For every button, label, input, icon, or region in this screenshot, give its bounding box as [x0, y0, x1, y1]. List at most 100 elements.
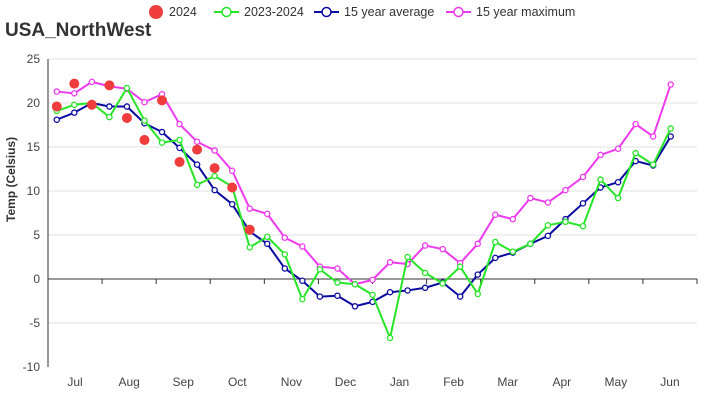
data-point-2023-2024 — [211, 172, 218, 180]
x-tick-label: Jan — [390, 375, 409, 389]
data-point-2023-2024 — [246, 244, 253, 251]
x-tick-label: Jul — [67, 375, 82, 389]
data-point-2023-2024 — [579, 222, 587, 230]
legend-item-15-year-maximum[interactable]: 15 year maximum — [446, 3, 575, 21]
data-point-15-year-maximum — [264, 210, 271, 218]
chart-title: USA_NorthWest — [5, 20, 152, 41]
legend-label-15-year-average: 15 year average — [344, 5, 435, 19]
series-15-year-average — [53, 99, 674, 310]
data-point-2024 — [121, 112, 132, 123]
data-point-2023-2024 — [334, 279, 341, 286]
data-point-15-year-maximum — [176, 120, 183, 128]
legend-item-2023-2024[interactable]: 2023-2024 — [214, 3, 304, 21]
data-point-2023-2024 — [562, 218, 569, 226]
series-2023-2024 — [53, 84, 674, 342]
x-tick-label: Feb — [443, 375, 464, 389]
data-point-15-year-average — [123, 103, 131, 110]
data-point-15-year-average — [404, 287, 411, 294]
data-point-15-year-maximum — [597, 151, 604, 159]
data-point-2023-2024 — [456, 263, 464, 270]
data-point-15-year-average — [614, 178, 622, 186]
data-point-15-year-average — [351, 303, 359, 310]
x-tick-label: Aug — [118, 375, 139, 389]
data-point-2024 — [174, 156, 185, 167]
x-tick-label: Oct — [228, 375, 247, 389]
data-point-15-year-average — [228, 200, 236, 208]
data-point-15-year-maximum — [211, 147, 218, 154]
data-point-2024 — [51, 101, 62, 112]
data-point-15-year-average — [456, 293, 464, 300]
data-point-15-year-average — [211, 186, 218, 194]
data-point-2023-2024 — [281, 251, 289, 258]
y-tick-label: 5 — [33, 228, 40, 242]
legend-marker-15-year-maximum — [446, 6, 471, 18]
data-point-2023-2024 — [614, 194, 622, 202]
x-tick-label: Mar — [497, 375, 518, 389]
data-point-15-year-maximum — [369, 276, 376, 284]
data-point-15-year-maximum — [88, 78, 96, 86]
data-point-15-year-maximum — [492, 211, 499, 219]
data-point-2024 — [139, 134, 150, 145]
data-point-15-year-average — [316, 293, 324, 300]
data-point-2023-2024 — [264, 233, 271, 241]
data-point-2023-2024 — [106, 113, 113, 121]
legend-label-15-year-maximum: 15 year maximum — [476, 5, 576, 19]
data-point-2023-2024 — [544, 222, 552, 229]
x-tick-label: Sep — [173, 375, 195, 389]
data-point-2023-2024 — [667, 125, 674, 132]
data-point-15-year-maximum — [193, 138, 201, 145]
data-point-15-year-average — [544, 232, 552, 240]
data-point-15-year-maximum — [649, 133, 657, 140]
data-point-15-year-maximum — [579, 173, 587, 181]
data-point-2023-2024 — [141, 117, 148, 124]
data-point-15-year-average — [53, 116, 61, 123]
data-point-2023-2024 — [299, 295, 306, 303]
legend: 2024 2023-2024 15 year average 15 year m… — [0, 3, 726, 21]
data-point-15-year-average — [492, 254, 499, 262]
data-point-2023-2024 — [123, 84, 131, 92]
data-point-15-year-maximum — [141, 98, 148, 106]
legend-marker-2024 — [149, 5, 163, 19]
data-point-15-year-average — [386, 288, 394, 296]
data-point-15-year-average — [579, 200, 587, 207]
data-point-2023-2024 — [439, 280, 446, 287]
data-point-15-year-maximum — [228, 167, 236, 175]
data-point-15-year-maximum — [439, 245, 446, 253]
data-point-2023-2024 — [492, 238, 499, 246]
data-point-15-year-average — [667, 133, 674, 140]
data-point-15-year-average — [299, 277, 306, 285]
legend-item-15-year-average[interactable]: 15 year average — [314, 3, 434, 21]
data-point-15-year-maximum — [421, 242, 429, 249]
data-point-15-year-maximum — [614, 145, 622, 153]
series-15-year-maximum — [53, 78, 674, 288]
legend-item-2024[interactable]: 2024 — [148, 3, 197, 21]
series-line-15-year-average — [56, 102, 672, 308]
data-point-15-year-maximum — [334, 265, 341, 272]
data-point-2023-2024 — [527, 240, 534, 248]
data-point-15-year-maximum — [509, 215, 517, 223]
data-point-15-year-average — [158, 128, 166, 136]
data-point-2023-2024 — [649, 161, 657, 168]
x-tick-label: Nov — [281, 375, 302, 389]
data-point-15-year-maximum — [562, 186, 569, 194]
data-point-15-year-average — [281, 265, 289, 272]
data-point-2024 — [209, 163, 220, 174]
data-point-2024 — [86, 99, 97, 110]
data-point-15-year-maximum — [667, 81, 674, 88]
data-point-15-year-maximum — [474, 240, 481, 248]
data-point-2023-2024 — [474, 290, 481, 298]
data-point-2023-2024 — [509, 248, 517, 255]
data-point-15-year-average — [71, 109, 78, 116]
data-point-15-year-average — [474, 271, 481, 278]
series-line-2023-2024 — [56, 87, 672, 339]
data-point-2023-2024 — [71, 101, 78, 109]
data-point-15-year-average — [264, 240, 271, 248]
data-point-15-year-average — [334, 292, 341, 299]
legend-marker-15-year-average — [314, 6, 339, 18]
data-point-2024 — [227, 182, 238, 193]
y-tick-label: 10 — [27, 184, 41, 198]
legend-label-2024: 2024 — [169, 5, 197, 19]
data-point-2023-2024 — [369, 291, 376, 299]
